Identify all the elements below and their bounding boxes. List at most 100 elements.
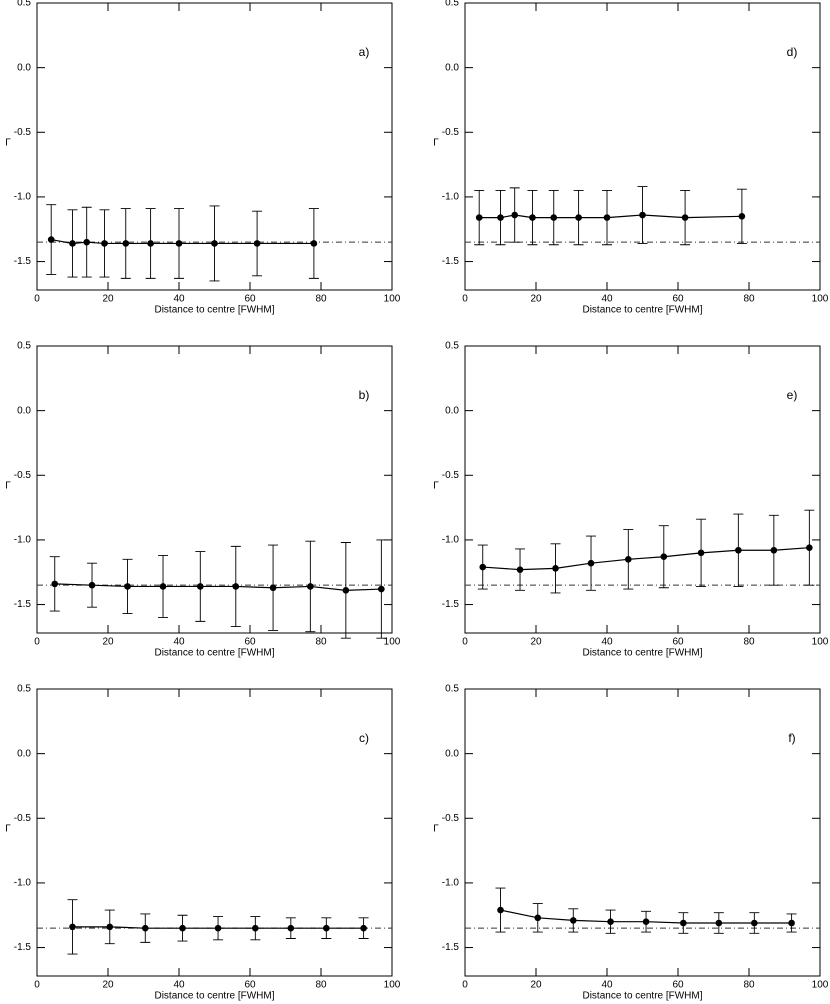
data-point [378,585,385,593]
data-line [54,583,382,591]
data-point [307,583,314,590]
y-tick-label: -1.0 [442,192,460,203]
x-tick-label: 60 [672,980,684,991]
x-tick-label: 40 [601,637,613,648]
data-point [751,919,758,927]
data-point [101,240,108,247]
data-point [253,240,261,247]
x-tick-label: 0 [462,980,468,991]
x-tick-label: 80 [743,980,755,991]
data-point [179,924,186,932]
data-point [607,918,614,926]
x-tick-label: 40 [173,294,185,305]
data-point [680,919,687,927]
panel-label: e) [787,388,798,402]
x-tick-label: 80 [315,294,327,305]
y-tick-label: 0.5 [17,0,31,9]
x-tick-label: 80 [315,637,327,648]
data-point [342,587,350,594]
data-point [175,240,183,247]
data-point [806,544,813,551]
data-point [475,214,483,221]
panel-label: d) [787,45,798,59]
y-axis-label: Γ [5,481,11,492]
data-point [497,214,504,221]
y-tick-label: 0.5 [17,341,31,352]
x-tick-label: 20 [530,294,542,305]
y-tick-label: 0.0 [445,748,459,759]
data-point [738,213,746,220]
data-point [69,923,76,931]
y-axis-label: Γ [5,824,11,835]
plot-frame [36,2,393,291]
data-point [603,214,611,221]
data-point [550,214,558,221]
x-tick-label: 0 [462,637,468,648]
data-point [122,240,130,247]
y-axis-label: Γ [433,138,439,149]
data-point [47,236,55,243]
data-point [697,549,705,557]
x-tick-label: 100 [812,637,829,648]
data-point [534,914,542,922]
y-tick-label: -0.5 [442,470,460,481]
x-tick-label: 40 [601,294,613,305]
data-point [587,559,595,567]
x-tick-label: 100 [812,980,829,991]
data-point [211,240,218,247]
y-tick-label: -1.5 [14,256,32,267]
panel-label: f) [788,731,795,745]
data-line [479,214,742,219]
x-tick-label: 60 [244,980,256,991]
y-tick-label: -1.0 [14,535,32,546]
x-axis-label: Distance to centre [FWHM] [582,991,702,1002]
data-point [88,581,96,589]
y-tick-label: 0.0 [445,405,459,416]
y-tick-label: -0.5 [14,127,32,138]
y-tick-label: -1.5 [14,942,32,953]
x-tick-label: 80 [743,637,755,648]
x-axis-label: Distance to centre [FWHM] [582,305,702,316]
y-axis-label: Γ [433,481,439,492]
data-point [497,906,504,914]
y-tick-label: -1.5 [442,256,460,267]
y-tick-label: 0.5 [17,684,31,695]
data-point [735,546,742,554]
data-point [69,240,76,247]
data-point [639,211,646,219]
plot-frame [464,688,821,977]
x-tick-label: 40 [601,980,613,991]
data-point [159,583,167,590]
data-point [323,924,330,932]
data-point [479,563,487,571]
x-tick-label: 60 [244,637,256,648]
data-point [642,918,650,926]
x-tick-label: 0 [34,637,40,648]
x-tick-label: 80 [743,294,755,305]
x-tick-label: 20 [102,294,114,305]
x-tick-label: 0 [34,294,40,305]
data-point [529,214,536,221]
x-tick-label: 100 [384,980,401,991]
x-tick-label: 60 [672,294,684,305]
x-tick-label: 0 [462,294,468,305]
x-tick-label: 100 [812,294,829,305]
panel-label: c) [359,731,369,745]
data-point [287,924,295,932]
y-tick-label: 0.0 [17,405,31,416]
data-point [681,214,689,221]
panel-label: a) [359,45,370,59]
y-tick-label: -0.5 [442,127,460,138]
x-tick-label: 20 [102,637,114,648]
data-point [269,584,277,592]
y-tick-label: -0.5 [14,813,32,824]
data-point [51,580,59,588]
data-point [232,583,240,590]
x-tick-label: 20 [102,980,114,991]
x-tick-label: 80 [315,980,327,991]
y-tick-label: 0.0 [17,62,31,73]
plot-frame [464,2,821,291]
y-tick-label: -1.0 [14,878,32,889]
data-point [124,583,131,590]
